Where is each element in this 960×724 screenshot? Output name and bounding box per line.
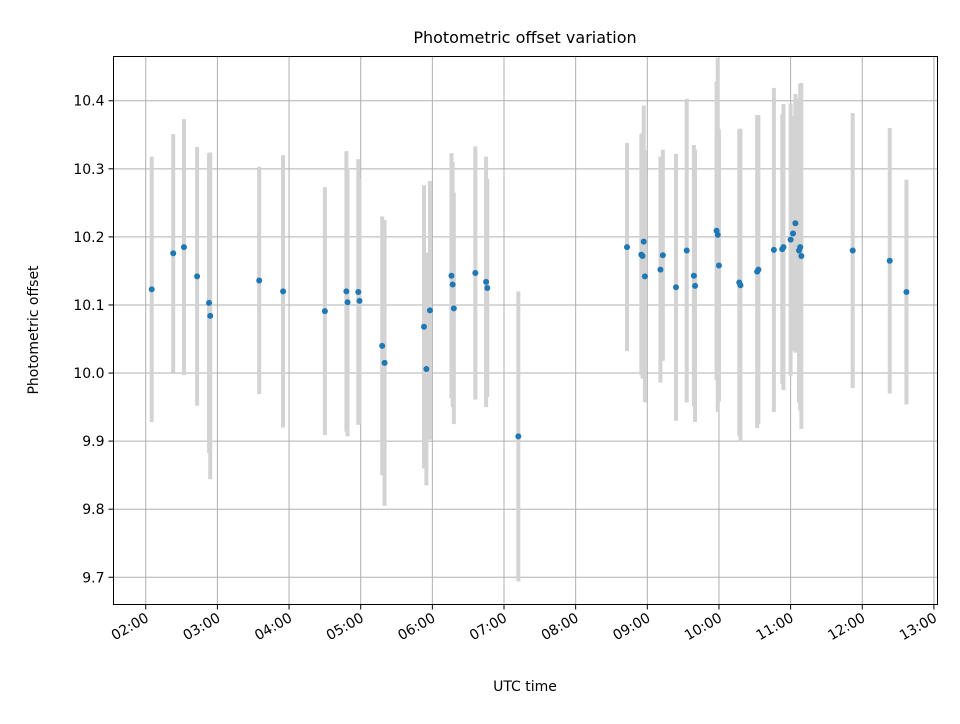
chart-title: Photometric offset variation <box>413 28 636 47</box>
data-point <box>640 238 647 245</box>
data-point <box>683 247 690 254</box>
data-point <box>180 244 187 251</box>
data-point <box>659 252 666 259</box>
y-tick-label: 9.9 <box>82 434 104 450</box>
data-point <box>798 252 805 259</box>
data-point <box>770 246 777 253</box>
data-point <box>690 272 697 279</box>
data-point <box>356 297 363 304</box>
y-tick-label: 9.8 <box>82 502 104 518</box>
data-point <box>624 244 631 251</box>
y-tick-label: 10.4 <box>73 94 104 110</box>
data-point <box>256 277 263 284</box>
data-point <box>886 257 893 264</box>
data-point <box>207 312 214 319</box>
data-point <box>355 289 362 296</box>
y-axis-label: Photometric offset <box>26 265 42 395</box>
data-point <box>280 288 287 295</box>
data-point <box>450 305 457 312</box>
x-axis-label: UTC time <box>493 679 557 695</box>
y-tick-label: 10.1 <box>73 298 104 314</box>
data-point <box>714 231 721 238</box>
data-point <box>755 266 762 273</box>
data-point <box>715 262 722 269</box>
data-point <box>641 273 648 280</box>
data-point <box>381 359 388 366</box>
data-point <box>657 266 664 273</box>
data-point <box>672 284 679 291</box>
data-point <box>426 307 433 314</box>
data-point <box>639 252 646 259</box>
data-points <box>148 220 910 440</box>
data-point <box>449 281 456 288</box>
data-point <box>484 284 491 291</box>
data-point <box>792 220 799 227</box>
data-point <box>448 272 455 279</box>
data-point <box>780 244 787 251</box>
data-point <box>148 286 155 293</box>
data-point <box>321 308 328 315</box>
data-point <box>737 282 744 289</box>
plot-frame <box>113 56 938 605</box>
data-point <box>903 289 910 296</box>
data-point <box>420 323 427 330</box>
data-point <box>515 433 522 440</box>
data-point <box>423 365 430 372</box>
data-point <box>472 269 479 276</box>
y-axis: 9.7 9.8 9.9 10.0 10.1 10.2 10.3 10.4 <box>73 94 114 586</box>
data-point <box>692 282 699 289</box>
y-tick-label: 10.0 <box>73 366 104 382</box>
data-point <box>797 244 804 251</box>
data-point <box>790 230 797 237</box>
y-tick-label: 9.7 <box>82 570 104 586</box>
data-point <box>170 250 177 257</box>
data-point <box>343 288 350 295</box>
data-point <box>787 236 794 243</box>
data-point <box>483 278 490 285</box>
data-point <box>194 273 201 280</box>
data-point <box>206 299 213 306</box>
y-tick-label: 10.2 <box>73 230 104 246</box>
data-point <box>379 342 386 349</box>
data-point <box>849 247 856 254</box>
data-point <box>344 299 351 306</box>
y-tick-label: 10.3 <box>73 162 104 178</box>
